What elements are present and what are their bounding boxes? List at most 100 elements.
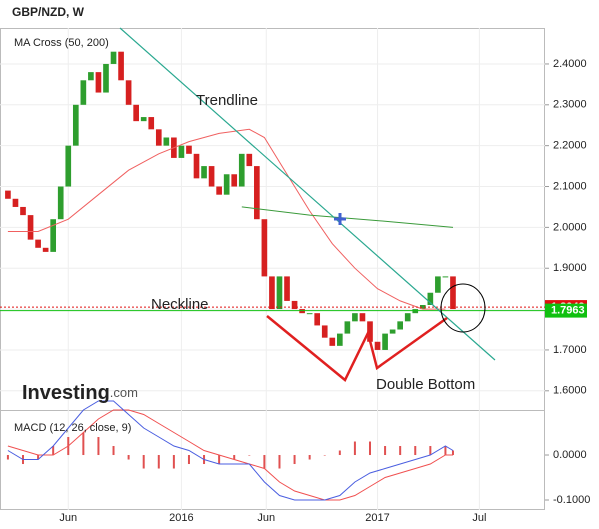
candle [435, 276, 441, 293]
candle [389, 329, 396, 334]
x-tick-label: Jun [257, 512, 275, 524]
candle [95, 72, 102, 93]
macd-line [7, 400, 454, 501]
candle [261, 219, 268, 277]
candle [88, 72, 94, 81]
candle [186, 145, 192, 154]
macd-histogram-bar [293, 455, 296, 465]
trendline [119, 27, 496, 361]
macd-histogram-bar [444, 446, 447, 456]
x-tick-label: 2017 [365, 512, 389, 524]
macd-histogram-bar [52, 446, 55, 456]
candle [269, 276, 275, 310]
candle [193, 153, 200, 179]
y-tick-label: 2.2000 [553, 140, 587, 152]
candle [254, 166, 260, 220]
price-tag [545, 303, 587, 318]
candle [20, 206, 26, 216]
macd-histogram-bar [172, 455, 175, 469]
macd-histogram-bar [263, 455, 266, 469]
candle [397, 321, 403, 330]
macd-panel [0, 410, 545, 510]
candle [201, 166, 207, 179]
macd-histogram-bar [338, 450, 341, 456]
candle [367, 321, 373, 342]
macd-histogram-bar [451, 450, 454, 456]
candle [125, 80, 132, 105]
macd-histogram-bar [353, 441, 356, 456]
x-tick-label: Jul [472, 512, 486, 524]
candle [299, 309, 305, 314]
candle [382, 333, 388, 350]
candle [321, 325, 328, 338]
candle [57, 186, 64, 220]
macd-histogram-bar [414, 446, 417, 456]
price-tag-label: 1.7963 [551, 305, 585, 317]
macd-histogram-bar [37, 455, 40, 460]
y-tick-label: 0.0000 [553, 449, 587, 461]
macd-histogram-bar [187, 455, 190, 465]
logo-suffix: .com [110, 385, 138, 400]
candle [284, 276, 290, 301]
candle [450, 276, 456, 310]
macd-histogram-bar [218, 455, 221, 465]
candle [246, 153, 253, 167]
candle [80, 80, 87, 105]
signal-line [7, 409, 453, 501]
candle [178, 145, 185, 158]
candle [140, 117, 147, 122]
candle [412, 309, 419, 314]
candle [231, 174, 238, 187]
candle [155, 129, 162, 146]
candle [314, 313, 321, 326]
chart-title: GBP/NZD, W [12, 5, 85, 19]
candle [72, 104, 79, 146]
candle [427, 292, 434, 306]
candle [329, 337, 336, 346]
candle [163, 137, 170, 146]
candle [359, 313, 366, 322]
candle [352, 313, 358, 322]
candle [419, 305, 426, 310]
candle [12, 198, 19, 207]
macd-histogram-bar [112, 446, 115, 456]
candle [103, 63, 109, 93]
double-bottom-drawing [266, 315, 448, 382]
y-tick-label: 2.1000 [553, 180, 587, 192]
candle [344, 321, 351, 334]
macd-label: MACD (12, 26, close, 9) [14, 422, 131, 434]
candle [291, 300, 298, 310]
cross-marker [334, 213, 346, 225]
candle [208, 166, 215, 187]
y-tick-label: 2.0000 [553, 221, 587, 233]
macd-histogram-bar [142, 455, 145, 469]
logo: Investing.com [22, 382, 138, 404]
candle [118, 51, 124, 81]
macd-histogram-bar [384, 446, 387, 456]
candle [223, 174, 230, 195]
macd-histogram-bar [368, 441, 371, 456]
y-tick-label: 1.9000 [553, 262, 587, 274]
candle [442, 276, 449, 278]
macd-histogram-bar [82, 432, 85, 456]
y-tick-label: 2.4000 [553, 58, 587, 70]
candle [110, 51, 117, 64]
double-bottom-label: Double Bottom [376, 376, 475, 393]
candle [35, 239, 41, 248]
macd-histogram-bar [278, 455, 281, 469]
candle [133, 104, 139, 122]
macd-histogram-bar [157, 455, 160, 469]
macd-histogram-bar [429, 446, 432, 456]
candle [306, 313, 313, 315]
candle [216, 186, 222, 195]
candle [65, 145, 72, 187]
y-tick-label: 2.3000 [553, 99, 587, 111]
candle [374, 341, 381, 350]
circle-drawing [440, 283, 486, 333]
macd-histogram-bar [399, 446, 402, 456]
logo-name: Investing [22, 382, 110, 404]
trendline-label: Trendline [196, 92, 258, 109]
plot [0, 28, 545, 510]
neckline-label: Neckline [151, 296, 209, 313]
